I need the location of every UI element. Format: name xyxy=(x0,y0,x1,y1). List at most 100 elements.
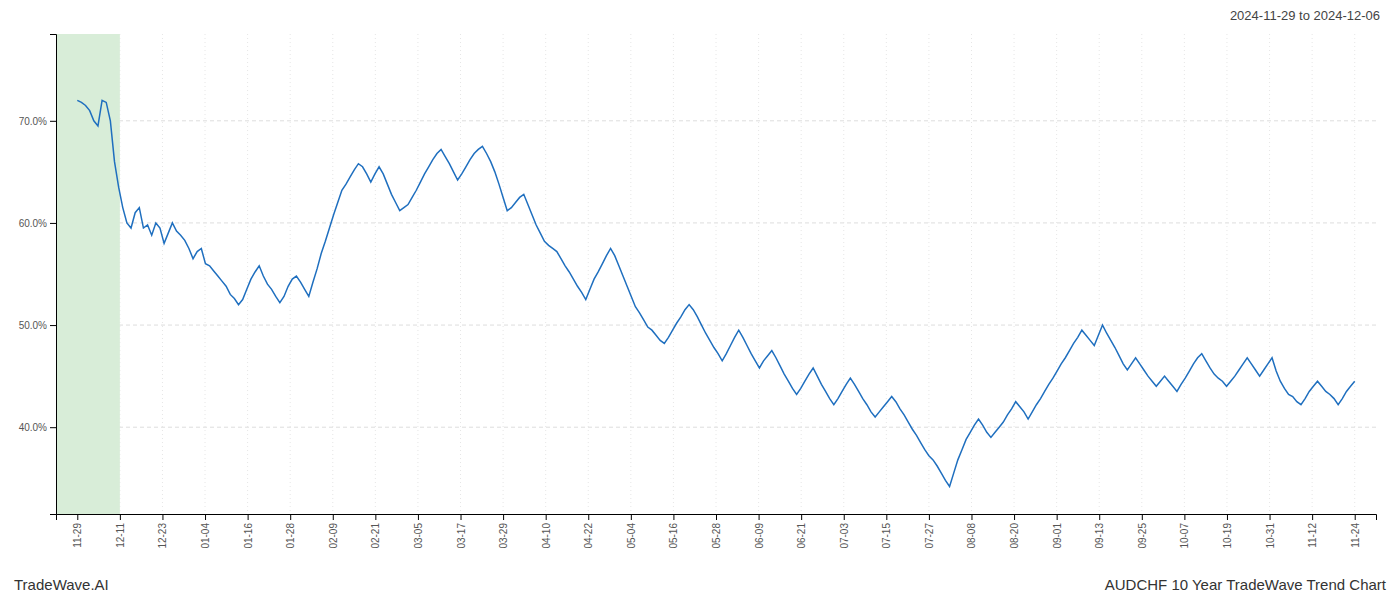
x-tick-mark xyxy=(418,514,419,520)
x-tick-label: 03-05 xyxy=(413,523,424,549)
x-tick: 11-24 xyxy=(1350,514,1361,548)
x-tick-label: 05-04 xyxy=(626,523,637,549)
grid-line-x xyxy=(1184,34,1185,514)
x-tick-mark xyxy=(1270,514,1271,520)
x-tick: 11-12 xyxy=(1307,514,1318,548)
x-tick-mark xyxy=(503,514,504,520)
x-tick-label: 12-11 xyxy=(115,523,126,548)
x-tick-label: 11-24 xyxy=(1350,523,1361,548)
grid-line-x xyxy=(630,34,631,514)
x-tick: 09-13 xyxy=(1094,514,1105,549)
grid-line-x xyxy=(332,34,333,514)
x-tick: 07-15 xyxy=(881,514,892,549)
x-tick-mark xyxy=(716,514,717,520)
x-tick-label: 01-28 xyxy=(285,523,296,549)
grid-line-x xyxy=(503,34,504,514)
x-tick-mark xyxy=(461,514,462,520)
grid-line-x xyxy=(162,34,163,514)
x-tick: 11-29 xyxy=(72,514,83,548)
x-tick: 05-16 xyxy=(668,514,679,549)
title: AUDCHF 10 Year TradeWave Trend Chart xyxy=(1105,576,1387,593)
x-tick-mark xyxy=(971,514,972,520)
x-tick-mark xyxy=(1184,514,1185,520)
x-tick: 12-11 xyxy=(115,514,126,548)
x-tick: 03-29 xyxy=(498,514,509,549)
grid-line-x xyxy=(1056,34,1057,514)
x-tick-mark xyxy=(248,514,249,520)
x-tick-label: 02-21 xyxy=(370,523,381,549)
grid-line-x xyxy=(843,34,844,514)
x-tick-label: 11-12 xyxy=(1307,523,1318,548)
x-tick-label: 02-09 xyxy=(328,523,339,549)
x-tick-label: 03-29 xyxy=(498,523,509,549)
x-tick-label: 03-17 xyxy=(456,523,467,549)
grid-line-y xyxy=(56,325,1376,326)
y-tick-mark xyxy=(50,325,56,326)
y-tick-label: 40.0% xyxy=(19,422,47,433)
x-tick-label: 07-15 xyxy=(881,523,892,549)
x-tick: 01-16 xyxy=(243,514,254,549)
x-tick-label: 06-21 xyxy=(796,523,807,549)
x-tick-mark xyxy=(120,514,121,520)
grid-line-x xyxy=(1269,34,1270,514)
x-tick: 06-09 xyxy=(754,514,765,549)
x-tick-label: 04-22 xyxy=(583,523,594,549)
x-tick: 04-10 xyxy=(541,514,552,549)
subtitle: 2024-11-29 to 2024-12-06 xyxy=(1230,8,1380,23)
grid-line-x xyxy=(460,34,461,514)
x-tick-label: 01-16 xyxy=(243,523,254,549)
y-tick-mark xyxy=(50,427,56,428)
x-tick-mark xyxy=(1014,514,1015,520)
grid-line-x xyxy=(801,34,802,514)
x-tick: 09-25 xyxy=(1137,514,1148,549)
x-tick: 07-03 xyxy=(839,514,850,549)
x-tick-mark xyxy=(1227,514,1228,520)
x-tick-mark xyxy=(673,514,674,520)
y-tick: 60.0% xyxy=(19,218,56,229)
x-tick: 01-04 xyxy=(200,514,211,549)
x-tick-mark xyxy=(1142,514,1143,520)
x-tick-mark xyxy=(844,514,845,520)
y-tick-label: 60.0% xyxy=(19,218,47,229)
x-tick-mark xyxy=(1099,514,1100,520)
y-tick-mark xyxy=(50,223,56,224)
x-tick: 10-07 xyxy=(1179,514,1190,549)
x-tick-mark xyxy=(375,514,376,520)
x-tick-mark xyxy=(1057,514,1058,520)
x-tick-mark xyxy=(588,514,589,520)
grid-line-x xyxy=(545,34,546,514)
x-tick: 07-27 xyxy=(924,514,935,549)
x-tick: 06-21 xyxy=(796,514,807,549)
grid-line-x xyxy=(1354,34,1355,514)
x-tick-mark xyxy=(929,514,930,520)
y-tick: 40.0% xyxy=(19,422,56,433)
x-tick-label: 05-28 xyxy=(711,523,722,549)
x-tick-label: 11-29 xyxy=(72,523,83,548)
x-tick-label: 08-08 xyxy=(966,523,977,549)
grid-line-x xyxy=(673,34,674,514)
x-tick: 08-20 xyxy=(1009,514,1020,549)
x-tick: 03-05 xyxy=(413,514,424,549)
x-tick-mark xyxy=(333,514,334,520)
x-tick-label: 09-25 xyxy=(1137,523,1148,549)
x-tick-label: 09-13 xyxy=(1094,523,1105,549)
x-tick: 12-23 xyxy=(157,514,168,549)
x-tick: 02-21 xyxy=(370,514,381,549)
x-tick-label: 10-07 xyxy=(1179,523,1190,549)
x-tick-label: 08-20 xyxy=(1009,523,1020,549)
line xyxy=(77,100,1354,486)
x-tick: 09-01 xyxy=(1052,514,1063,549)
x-tick-mark xyxy=(759,514,760,520)
marks xyxy=(56,34,1355,514)
y-tick-mark xyxy=(50,121,56,122)
chart: 11-29 12-11 12-23 01-04 01-16 01-28 02-09 02-21… xyxy=(0,0,1400,600)
grid-line-x xyxy=(417,34,418,514)
grid-line-x xyxy=(1226,34,1227,514)
x-tick-mark xyxy=(1312,514,1313,520)
x-tick: 05-28 xyxy=(711,514,722,549)
x-tick-mark xyxy=(631,514,632,520)
x-tick-label: 01-04 xyxy=(200,523,211,549)
x-tick-mark xyxy=(77,514,78,520)
x-tick-mark xyxy=(162,514,163,520)
x-tick: 02-09 xyxy=(328,514,339,549)
